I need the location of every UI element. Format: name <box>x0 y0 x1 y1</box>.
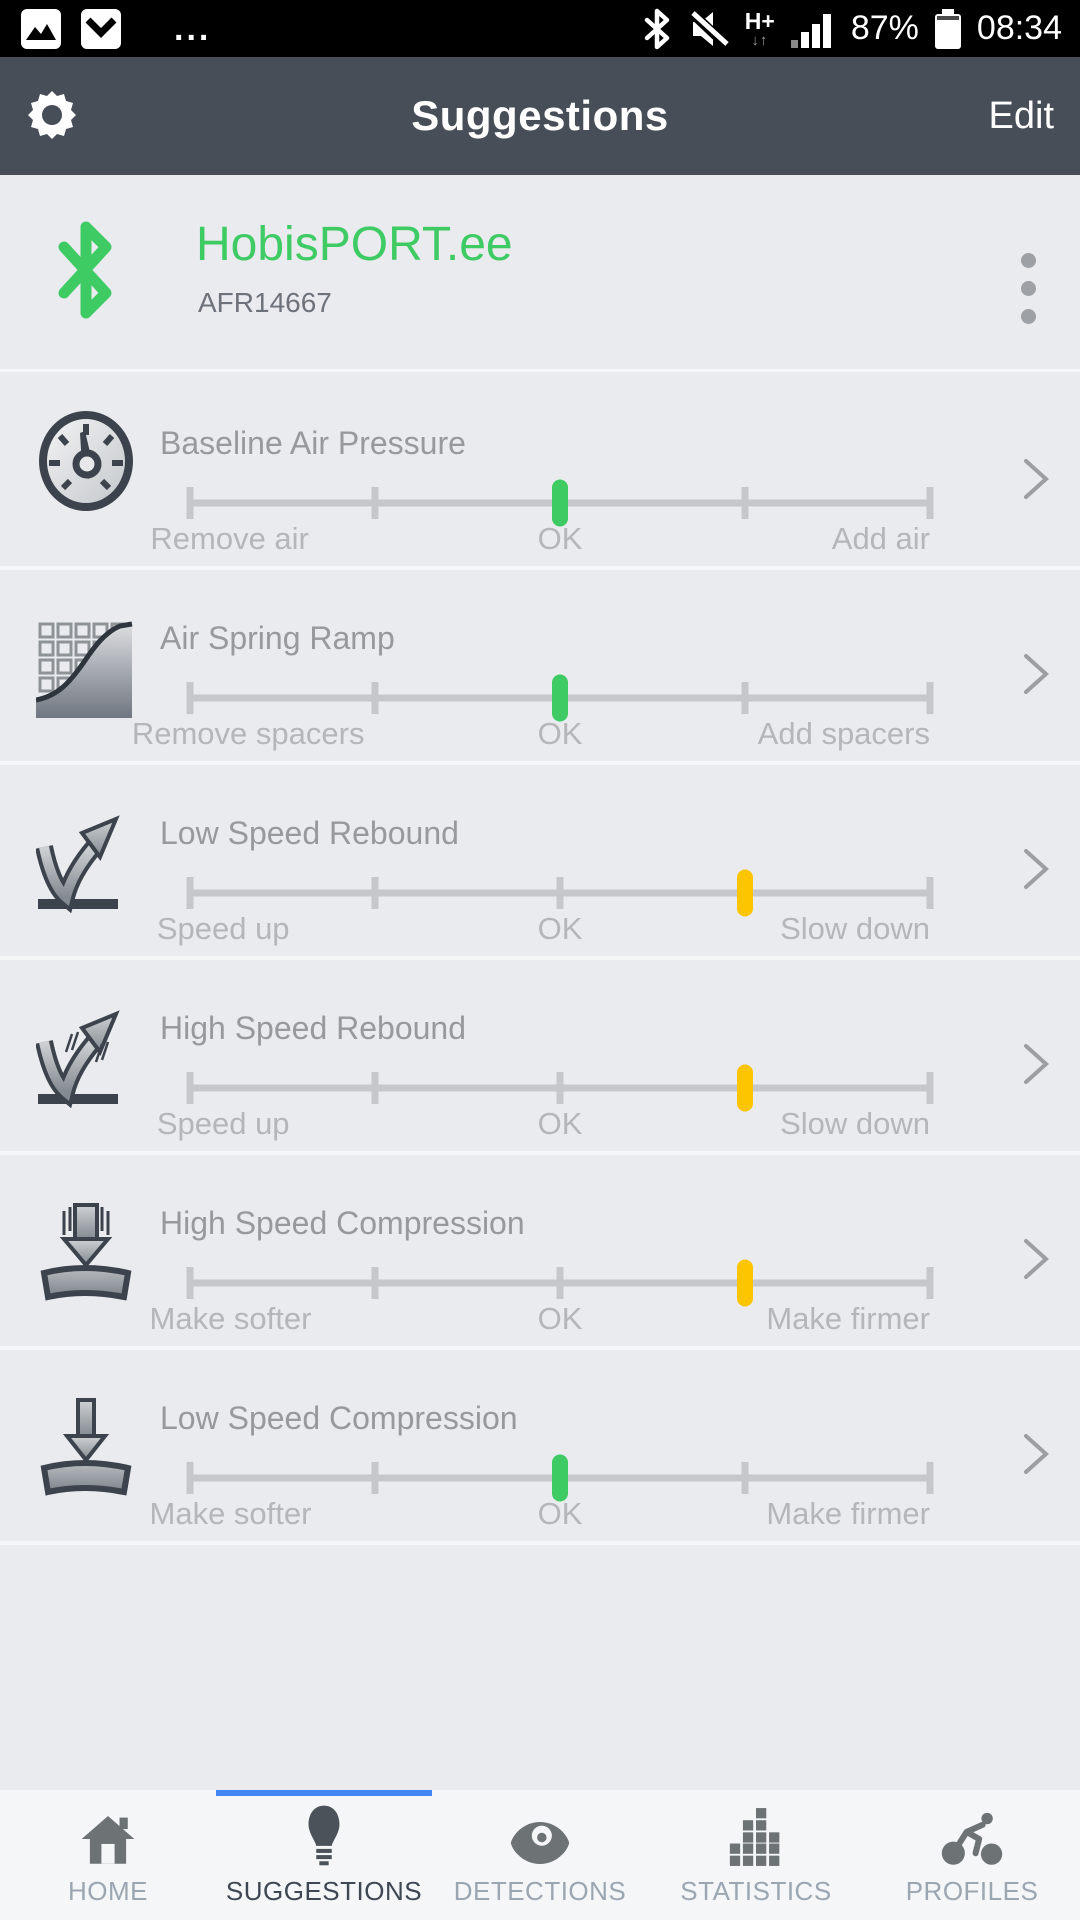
suggestion-row-high-speed-compression[interactable]: High Speed Compression Make softer OK Ma… <box>0 1155 1080 1350</box>
signal-icon <box>790 13 831 48</box>
low-speed-compression-icon <box>40 1398 132 1496</box>
tab-label: DETECTIONS <box>453 1876 627 1906</box>
tab-label: PROFILES <box>905 1876 1039 1906</box>
slider-center-label: OK <box>537 1301 583 1336</box>
chevron-right-icon <box>1024 1239 1049 1279</box>
slider-value-pill <box>552 479 568 527</box>
tab-label: HOME <box>68 1876 148 1906</box>
slider-left-label: Speed up <box>156 1106 290 1141</box>
high-speed-compression-icon <box>40 1203 132 1301</box>
slider-left-label: Make softer <box>149 1496 312 1531</box>
slider-left-label: Remove air <box>150 521 309 556</box>
bluetooth-status-icon <box>644 8 670 49</box>
tab-home[interactable]: HOME <box>0 1804 216 1920</box>
status-bar: ... H+ ↓↑ 87% <box>0 0 1080 57</box>
chevron-right-icon <box>1024 1434 1049 1474</box>
slider-center-label: OK <box>537 716 583 751</box>
bluetooth-icon <box>58 221 112 319</box>
battery-percent: 87% <box>850 9 919 47</box>
slider-center-label: OK <box>537 1106 583 1141</box>
suggestion-row-low-speed-compression[interactable]: Low Speed Compression Make softer OK Mak… <box>0 1350 1080 1545</box>
screenshot-notification-icon <box>21 8 61 49</box>
network-type-icon: H+ ↓↑ <box>744 7 775 49</box>
suggestion-row-high-speed-rebound[interactable]: High Speed Rebound Speed up OK Slow down <box>0 960 1080 1155</box>
bar-chart-icon <box>729 1808 780 1866</box>
tab-detections[interactable]: DETECTIONS <box>432 1804 648 1920</box>
pressure-gauge-icon <box>39 411 133 511</box>
home-icon <box>81 1815 135 1864</box>
suggestion-row-baseline-air-pressure[interactable]: Baseline Air Pressure Remove air OK Add … <box>0 375 1080 570</box>
low-speed-rebound-icon <box>36 815 120 913</box>
tab-profiles[interactable]: PROFILES <box>864 1804 1080 1920</box>
eye-icon <box>510 1822 570 1864</box>
slider-right-label: Make firmer <box>766 1496 930 1531</box>
suggestion-title: Baseline Air Pressure <box>160 425 466 461</box>
chevron-right-icon <box>1024 1044 1049 1084</box>
tab-suggestions[interactable]: SUGGESTIONS <box>216 1804 432 1920</box>
clock: 08:34 <box>976 9 1062 47</box>
kebab-menu-icon[interactable] <box>1021 253 1036 324</box>
slider-value-pill <box>552 674 568 722</box>
lightbulb-icon <box>308 1805 340 1866</box>
active-tab-indicator <box>216 1790 432 1796</box>
slider-left-label: Make softer <box>149 1301 312 1336</box>
suggestion-slider <box>186 479 934 527</box>
slider-value-pill <box>552 1454 568 1502</box>
suggestion-title: High Speed Compression <box>160 1205 525 1241</box>
battery-icon <box>934 8 961 49</box>
slider-left-label: Speed up <box>156 911 290 946</box>
slider-center-label: OK <box>537 521 583 556</box>
chevron-right-icon <box>1024 459 1049 499</box>
slider-value-pill <box>737 1259 753 1307</box>
bottom-navigation: HOME SUGGESTIONS DETECTIONS <box>0 1790 1080 1920</box>
mute-icon <box>687 7 731 50</box>
suggestion-slider <box>186 674 934 722</box>
slider-right-label: Slow down <box>780 1106 930 1141</box>
edit-button[interactable]: Edit <box>988 94 1054 137</box>
suggestion-slider <box>186 1454 934 1502</box>
suggestion-slider <box>186 1259 934 1307</box>
slider-value-pill <box>737 1064 753 1112</box>
tab-statistics[interactable]: STATISTICS <box>648 1804 864 1920</box>
app-bar: Suggestions Edit <box>0 57 1080 175</box>
slider-left-label: Remove spacers <box>131 716 365 751</box>
slider-right-label: Make firmer <box>766 1301 930 1336</box>
air-spring-ramp-icon <box>36 621 133 718</box>
slider-center-label: OK <box>537 911 583 946</box>
suggestions-list: Baseline Air Pressure Remove air OK Add … <box>0 375 1080 1545</box>
slider-value-pill <box>737 869 753 917</box>
suggestion-slider <box>186 1064 934 1112</box>
gear-icon[interactable] <box>26 90 78 142</box>
device-id: AFR14667 <box>198 287 332 318</box>
chevron-right-icon <box>1024 654 1049 694</box>
suggestion-title: High Speed Rebound <box>160 1010 467 1046</box>
slider-right-label: Slow down <box>780 911 930 946</box>
suggestion-title: Low Speed Compression <box>160 1400 518 1436</box>
tab-label: STATISTICS <box>680 1876 832 1906</box>
suggestion-slider <box>186 869 934 917</box>
mail-notification-icon <box>81 8 121 49</box>
cyclist-icon <box>941 1812 1003 1865</box>
suggestion-title: Low Speed Rebound <box>160 815 459 851</box>
chevron-right-icon <box>1024 849 1049 889</box>
suggestion-row-air-spring-ramp[interactable]: Air Spring Ramp Remove spacers OK Add sp… <box>0 570 1080 765</box>
suggestion-title: Air Spring Ramp <box>160 620 395 656</box>
connected-device-card[interactable]: HobisPORT.ee AFR14667 <box>0 175 1080 372</box>
page-title: Suggestions <box>411 92 669 139</box>
device-name: HobisPORT.ee <box>196 218 513 271</box>
tab-label: SUGGESTIONS <box>225 1876 423 1906</box>
high-speed-rebound-icon <box>36 1010 120 1108</box>
notification-overflow: ... <box>174 9 212 48</box>
suggestion-row-low-speed-rebound[interactable]: Low Speed Rebound Speed up OK Slow down <box>0 765 1080 960</box>
slider-right-label: Add spacers <box>757 716 930 751</box>
slider-right-label: Add air <box>831 521 930 556</box>
slider-center-label: OK <box>537 1496 583 1531</box>
